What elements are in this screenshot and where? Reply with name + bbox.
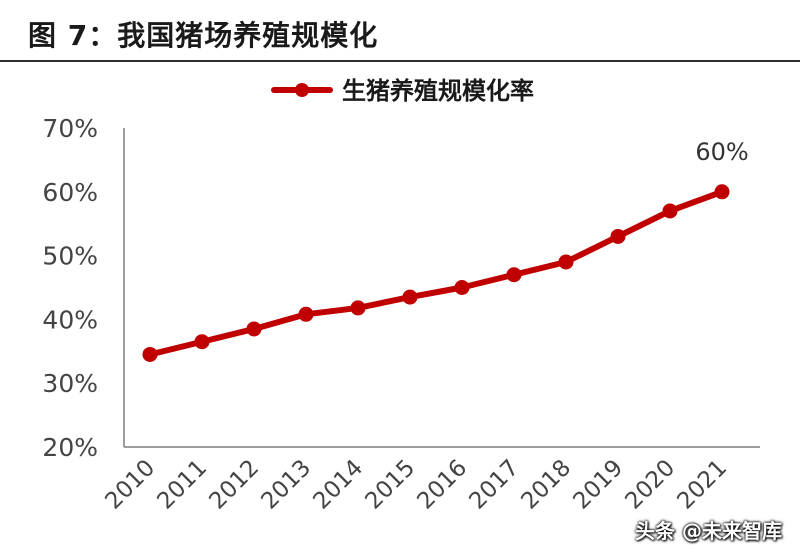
data-point: [662, 203, 678, 219]
y-tick-label: 60%: [42, 178, 98, 207]
x-tick-label: 2020: [620, 455, 680, 515]
x-tick-label: 2017: [464, 455, 524, 515]
title-divider: [0, 60, 800, 62]
x-tick-label: 2011: [152, 455, 212, 515]
data-point: [714, 184, 730, 200]
x-tick-label: 2021: [672, 455, 732, 515]
data-point: [558, 254, 574, 270]
x-tick-label: 2010: [100, 455, 160, 515]
x-tick-label: 2019: [568, 455, 628, 515]
y-tick-label: 40%: [42, 305, 98, 334]
data-point: [298, 306, 314, 322]
data-point: [402, 289, 418, 305]
x-tick-label: 2016: [412, 455, 472, 515]
page-title: 图 7：我国猪场养殖规模化: [28, 19, 379, 52]
watermark: 头条 @未来智库: [635, 519, 782, 543]
x-tick-label: 2018: [516, 455, 576, 515]
y-tick-label: 20%: [42, 433, 98, 462]
data-point: [246, 321, 262, 337]
x-tick-label: 2013: [256, 455, 316, 515]
series-line: [147, 188, 725, 358]
data-label: 60%: [695, 138, 748, 166]
y-tick-label: 70%: [42, 114, 98, 143]
data-point: [454, 280, 470, 295]
x-tick-label: 2014: [308, 455, 368, 515]
y-tick-label: 30%: [42, 369, 98, 398]
legend-label: 生猪养殖规模化率: [342, 77, 534, 105]
data-point: [506, 267, 522, 283]
data-point: [610, 228, 626, 244]
data-point: [142, 346, 158, 362]
legend-marker: [295, 83, 309, 97]
x-tick-label: 2012: [204, 455, 264, 515]
data-point: [350, 300, 366, 316]
data-point: [194, 334, 210, 350]
x-tick-label: 2015: [360, 455, 420, 515]
y-tick-label: 50%: [42, 242, 98, 271]
